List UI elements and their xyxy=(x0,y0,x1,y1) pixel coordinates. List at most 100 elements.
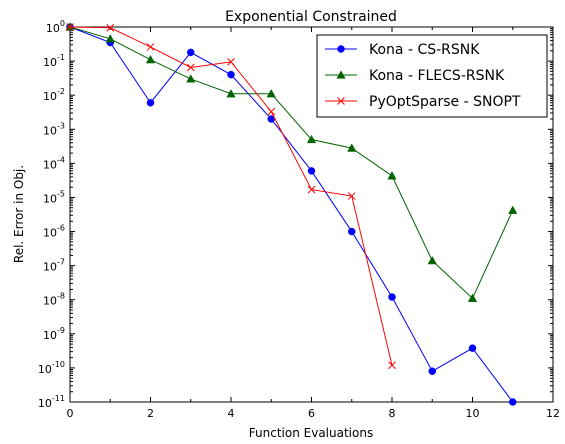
y-tick-base: 10 xyxy=(43,90,57,103)
data-point xyxy=(307,167,316,175)
chart-title: Exponential Constrained xyxy=(225,9,397,25)
legend-entry: PyOptSparse - SNOPT xyxy=(325,94,521,110)
y-tick-exponent: 0 xyxy=(60,19,65,28)
data-point-stroke-b xyxy=(146,43,155,51)
data-point xyxy=(348,227,356,236)
data-point xyxy=(106,23,115,32)
y-tick-base: 10 xyxy=(43,295,57,308)
data-point xyxy=(509,398,517,406)
data-point xyxy=(227,57,235,66)
y-tick-label: 10-6 xyxy=(43,224,65,240)
x-tick-label: 4 xyxy=(228,407,235,420)
y-tick-label: 10-1 xyxy=(43,53,65,69)
data-point-stroke-b xyxy=(106,23,115,32)
y-tick-label: 10-7 xyxy=(43,258,65,274)
data-point xyxy=(387,171,397,180)
y-tick-label: 10-8 xyxy=(43,292,65,308)
data-point xyxy=(307,185,316,194)
data-point xyxy=(226,89,236,98)
data-point xyxy=(227,70,235,79)
y-tick-exponent: -9 xyxy=(57,326,65,335)
y-tick-exponent: -6 xyxy=(57,224,65,233)
legend-marker xyxy=(337,97,345,105)
y-tick-base: 10 xyxy=(43,56,57,69)
series-line xyxy=(69,26,514,300)
data-point xyxy=(146,98,155,107)
y-tick-label: 10-10 xyxy=(38,360,65,376)
data-point xyxy=(146,43,155,51)
y-tick-exponent: -5 xyxy=(57,189,65,198)
y-tick-exponent: -8 xyxy=(57,292,65,301)
y-tick-exponent: -1 xyxy=(57,53,65,62)
data-point xyxy=(388,293,396,301)
x-tick-label: 6 xyxy=(308,407,315,420)
legend-entry: Kona - FLECS-RSNK xyxy=(325,68,505,84)
y-tick-base: 10 xyxy=(43,124,57,137)
x-axis-label: Function Evaluations xyxy=(249,426,373,440)
axis-ticks: 0 2 4 6 8 10 1210010-110-210-310-410-510-610-7… xyxy=(38,19,560,420)
data-point xyxy=(266,89,276,98)
legend-label: PyOptSparse - SNOPT xyxy=(369,94,521,110)
y-tick-exponent: -10 xyxy=(52,360,65,369)
y-tick-base: 10 xyxy=(38,397,52,410)
y-tick-exponent: -3 xyxy=(57,121,65,130)
x-tick-label: 8 xyxy=(389,407,396,420)
series-0 xyxy=(66,23,517,406)
y-tick-base: 10 xyxy=(43,158,57,171)
data-point xyxy=(347,192,356,200)
series-2 xyxy=(66,23,396,370)
y-tick-label: 10-5 xyxy=(43,189,65,205)
series-line xyxy=(69,26,514,403)
data-point xyxy=(468,344,477,352)
data-point xyxy=(427,255,437,265)
legend-label: Kona - CS-RSNK xyxy=(369,42,480,58)
data-point xyxy=(187,48,195,57)
data-point xyxy=(508,205,518,214)
y-tick-base: 10 xyxy=(43,227,57,240)
y-tick-label: 10-11 xyxy=(38,394,65,410)
x-tick-label: 2 xyxy=(147,407,154,420)
data-point-stroke-b xyxy=(347,192,356,200)
data-point xyxy=(306,134,317,144)
y-tick-base: 10 xyxy=(43,261,57,274)
x-tick-label: 10 xyxy=(466,407,480,420)
data-point-stroke-b xyxy=(267,107,276,116)
series-layer xyxy=(65,22,518,406)
legend: Kona - CS-RSNK Kona - FLECS-RSNK PyOptSpar… xyxy=(316,34,548,118)
data-point xyxy=(267,107,276,116)
y-tick-exponent: -2 xyxy=(57,87,65,96)
x-tick-label: 0 xyxy=(67,407,74,420)
data-point xyxy=(467,293,478,302)
y-tick-base: 10 xyxy=(46,22,60,35)
data-point xyxy=(186,63,195,72)
data-point-stroke-b xyxy=(227,57,235,66)
y-tick-base: 10 xyxy=(38,363,52,376)
data-point xyxy=(428,367,436,375)
y-tick-exponent: -4 xyxy=(57,155,65,164)
legend-entry: Kona - CS-RSNK xyxy=(325,42,480,58)
data-point-stroke-b xyxy=(307,185,316,194)
y-tick-label: 10-9 xyxy=(43,326,65,342)
y-tick-label: 100 xyxy=(46,19,65,35)
x-tick-label: 12 xyxy=(546,407,560,420)
y-tick-exponent: -11 xyxy=(52,394,65,403)
legend-marker xyxy=(336,70,346,79)
legend-marker xyxy=(337,45,345,53)
data-point xyxy=(105,34,115,43)
y-tick-base: 10 xyxy=(43,329,57,342)
data-point-stroke-b xyxy=(186,63,195,72)
y-tick-label: 10-4 xyxy=(43,155,65,171)
y-tick-base: 10 xyxy=(43,192,57,205)
legend-marker-stroke-b xyxy=(337,97,345,105)
data-point xyxy=(388,361,396,370)
data-point xyxy=(66,23,74,31)
series-1 xyxy=(65,22,518,302)
y-tick-exponent: -7 xyxy=(57,258,65,267)
legend-label: Kona - FLECS-RSNK xyxy=(369,68,505,84)
y-tick-label: 10-2 xyxy=(43,87,65,103)
data-point-stroke-b xyxy=(66,23,74,31)
y-axis-label: Rel. Error in Obj. xyxy=(12,165,26,263)
data-point xyxy=(186,74,196,83)
data-point xyxy=(145,54,156,64)
